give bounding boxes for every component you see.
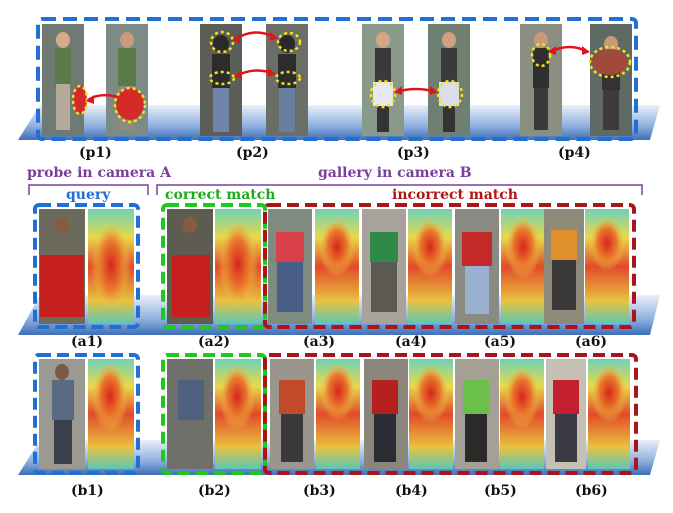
query-box-b <box>33 353 140 475</box>
label-a6: (a6) <box>575 334 608 350</box>
gallery-header: gallery in camera B <box>318 165 472 181</box>
label-b4: (b4) <box>395 483 428 499</box>
label-a2: (a2) <box>198 334 231 350</box>
label-b5: (b5) <box>484 483 517 499</box>
correct-match-header: correct match <box>165 187 276 203</box>
incorrect-match-header: incorrect match <box>392 187 518 203</box>
label-b1: (b1) <box>71 483 104 499</box>
label-p4: (p4) <box>558 145 591 161</box>
incorrect-box-a <box>263 203 636 329</box>
incorrect-box-b <box>263 353 638 475</box>
correspondence-arrows <box>86 31 590 104</box>
label-a5: (a5) <box>484 334 517 350</box>
label-a1: (a1) <box>71 334 104 350</box>
label-a3: (a3) <box>303 334 336 350</box>
probe-bracket <box>28 184 149 195</box>
label-p3: (p3) <box>397 145 430 161</box>
query-header: query <box>66 187 111 203</box>
query-box-a <box>33 203 140 329</box>
probe-header: probe in camera A <box>27 165 171 181</box>
label-b3: (b3) <box>303 483 336 499</box>
label-b2: (b2) <box>198 483 231 499</box>
gallery-bracket <box>156 184 643 195</box>
highlight-regions <box>71 30 632 124</box>
label-b6: (b6) <box>575 483 608 499</box>
person-crops-top <box>42 24 632 136</box>
top-box <box>36 17 638 141</box>
correct-box-a <box>161 203 267 329</box>
row-b-crops <box>39 359 630 469</box>
row-a-crops <box>39 209 629 324</box>
label-p2: (p2) <box>236 145 269 161</box>
platform-top <box>18 105 660 140</box>
label-a4: (a4) <box>395 334 428 350</box>
label-p1: (p1) <box>79 145 112 161</box>
